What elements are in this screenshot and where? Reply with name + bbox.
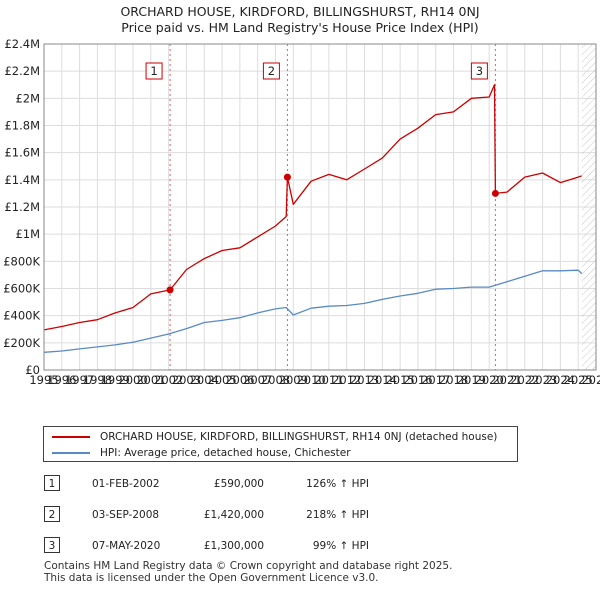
x-tick-label: 2014 [368, 373, 397, 387]
y-tick-label: £1.2M [4, 200, 40, 214]
x-tick-label: 1995 [29, 373, 58, 387]
x-tick-label: 2006 [225, 373, 254, 387]
x-tick-label: 2012 [332, 373, 361, 387]
y-tick-label: £1.8M [4, 119, 40, 133]
x-tick-label: 1996 [47, 373, 76, 387]
x-tick-label: 2013 [350, 373, 379, 387]
sale-marker-box [470, 62, 488, 80]
legend: ORCHARD HOUSE, KIRDFORD, BILLINGSHURST, … [43, 426, 518, 462]
y-tick-label: £2.4M [4, 37, 40, 51]
y-tick-label: £200K [3, 336, 40, 350]
y-tick-label: £600K [3, 282, 40, 296]
x-tick-label: 2010 [296, 373, 325, 387]
sale-point [491, 189, 499, 197]
sale-date: 01-FEB-2002 [92, 478, 160, 490]
x-tick-label: 2004 [190, 373, 219, 387]
sale-hpi: 99% ↑ HPI [312, 540, 369, 552]
legend-label-property: ORCHARD HOUSE, KIRDFORD, BILLINGSHURST, … [100, 431, 498, 443]
y-tick-label: £1.4M [4, 173, 40, 187]
sale-marker-label: 2 [268, 64, 275, 78]
x-tick-label: 2022 [510, 373, 539, 387]
y-tick-label: £2M [15, 91, 40, 105]
price-chart: 1 2 3 £0 £200K £400K £600K £800K £1M £1.2M £1.4M £… [3, 37, 600, 387]
sale-number: 2 [44, 506, 60, 522]
x-tick-label: 1998 [83, 373, 112, 387]
x-tick-label: 2023 [528, 373, 557, 387]
forecast-hatch [581, 44, 596, 370]
x-tick-label: 2011 [314, 373, 343, 387]
x-tick-label: 2026 [581, 373, 600, 387]
sale-hpi: 218% ↑ HPI [306, 509, 369, 521]
x-tick-label: 2009 [279, 373, 308, 387]
sale-price: £1,420,000 [203, 509, 264, 521]
x-tick-label: 2005 [207, 373, 236, 387]
x-tick-label: 2016 [403, 373, 432, 387]
sale-hpi: 126% ↑ HPI [306, 478, 369, 490]
sale-number: 3 [44, 537, 60, 553]
footer: Contains HM Land Registry data © Crown c… [44, 560, 452, 584]
hpi-line [43, 269, 583, 353]
legend-label-hpi: HPI: Average price, detached house, Chic… [100, 447, 351, 459]
x-tick-label: 2007 [243, 373, 272, 387]
sale-price: £590,000 [213, 478, 264, 490]
sale-number: 1 [44, 475, 60, 491]
sale-price: £1,300,000 [203, 540, 264, 552]
sale-marker-label: 1 [150, 64, 157, 78]
x-tick-label: 2001 [136, 373, 165, 387]
chart-subtitle: Price paid vs. HM Land Registry's House … [121, 20, 479, 35]
x-tick-label: 2008 [261, 373, 290, 387]
x-tick-label: 2003 [172, 373, 201, 387]
plot-frame [43, 43, 597, 371]
y-tick-label: £800K [3, 254, 40, 268]
y-tick-label: £400K [3, 309, 40, 323]
x-tick-label: 2021 [492, 373, 521, 387]
footer-licence: This data is licensed under the Open Gov… [44, 572, 379, 584]
sale-point [166, 286, 174, 294]
y-tick-label: £1M [15, 227, 40, 241]
sale-marker-label: 3 [476, 64, 483, 78]
chart-title: ORCHARD HOUSE, KIRDFORD, BILLINGSHURST, … [120, 4, 480, 19]
x-tick-label: 1997 [65, 373, 94, 387]
sale-marker-box [145, 62, 163, 80]
x-tick-label: 2019 [457, 373, 486, 387]
x-tick-label: 2018 [439, 373, 468, 387]
sale-date: 03-SEP-2008 [92, 509, 160, 521]
legend-swatch-property [52, 436, 90, 438]
x-tick-label: 2015 [385, 373, 414, 387]
y-tick-label: £0 [25, 363, 40, 377]
legend-swatch-hpi [52, 452, 90, 454]
sale-marker-box [262, 62, 280, 80]
sale-date: 07-MAY-2020 [92, 540, 161, 552]
sale-point [283, 173, 291, 181]
x-tick-label: 2017 [421, 373, 450, 387]
x-tick-label: 1999 [101, 373, 130, 387]
x-tick-label: 2000 [118, 373, 147, 387]
x-tick-label: 2025 [564, 373, 593, 387]
y-tick-label: £1.6M [4, 146, 40, 160]
x-tick-label: 2024 [546, 373, 575, 387]
footer-copyright: Contains HM Land Registry data © Crown c… [44, 560, 453, 572]
x-tick-label: 2002 [154, 373, 183, 387]
y-tick-label: £2.2M [4, 64, 40, 78]
x-tick-label: 2020 [475, 373, 504, 387]
